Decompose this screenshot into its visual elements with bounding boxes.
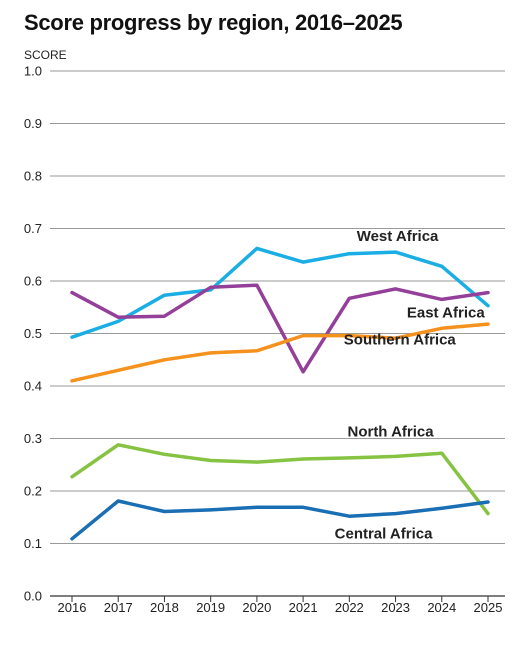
x-tick-label: 2023 <box>381 600 410 615</box>
x-tick-label: 2018 <box>150 600 179 615</box>
y-tick-label: 0.5 <box>24 326 42 341</box>
y-tick-labels: 0.0 0.1 0.2 0.3 0.4 0.5 0.6 0.7 0.8 0.9 1.0 <box>24 64 42 604</box>
x-tick-label: 2021 <box>289 600 318 615</box>
y-tick-label: 0.4 <box>24 379 42 394</box>
x-tick-label: 2022 <box>335 600 364 615</box>
series-label: West Africa <box>357 228 439 245</box>
x-tick-label: 2025 <box>474 600 503 615</box>
y-tick-label: 0.2 <box>24 484 42 499</box>
series-line-southern-africa <box>70 322 490 383</box>
series-line-north-africa <box>70 443 490 516</box>
y-axis-label: SCORE <box>24 48 67 62</box>
x-tick-label: 2016 <box>58 600 87 615</box>
series-labels: West Africa East Africa Southern Africa Nor… <box>335 228 486 542</box>
chart-title: Score progress by region, 2016–2025 <box>24 10 403 35</box>
y-tick-label: 0.0 <box>24 589 42 604</box>
x-tick-label: 2019 <box>196 600 225 615</box>
series-label: Southern Africa <box>344 331 457 348</box>
x-tick-label: 2017 <box>104 600 133 615</box>
series-line-west-africa <box>70 246 490 339</box>
x-tick-labels: 2016 2017 2018 2019 2020 2021 2022 2023 2024 2025 <box>58 596 503 615</box>
x-tick-label: 2020 <box>242 600 271 615</box>
y-tick-label: 0.7 <box>24 221 42 236</box>
y-tick-label: 0.8 <box>24 169 42 184</box>
y-tick-label: 0.6 <box>24 274 42 289</box>
gridlines <box>50 70 505 597</box>
series-label: East Africa <box>407 304 485 321</box>
series-lines <box>70 246 490 541</box>
series-label: North Africa <box>347 423 434 440</box>
series-line-central-africa <box>70 499 490 541</box>
series-label: Central Africa <box>335 526 433 543</box>
y-tick-label: 0.9 <box>24 116 42 131</box>
y-tick-label: 0.3 <box>24 431 42 446</box>
y-tick-label: 0.1 <box>24 536 42 551</box>
series-line-east-africa <box>70 283 490 374</box>
y-tick-label: 1.0 <box>24 64 42 79</box>
x-tick-label: 2024 <box>427 600 456 615</box>
